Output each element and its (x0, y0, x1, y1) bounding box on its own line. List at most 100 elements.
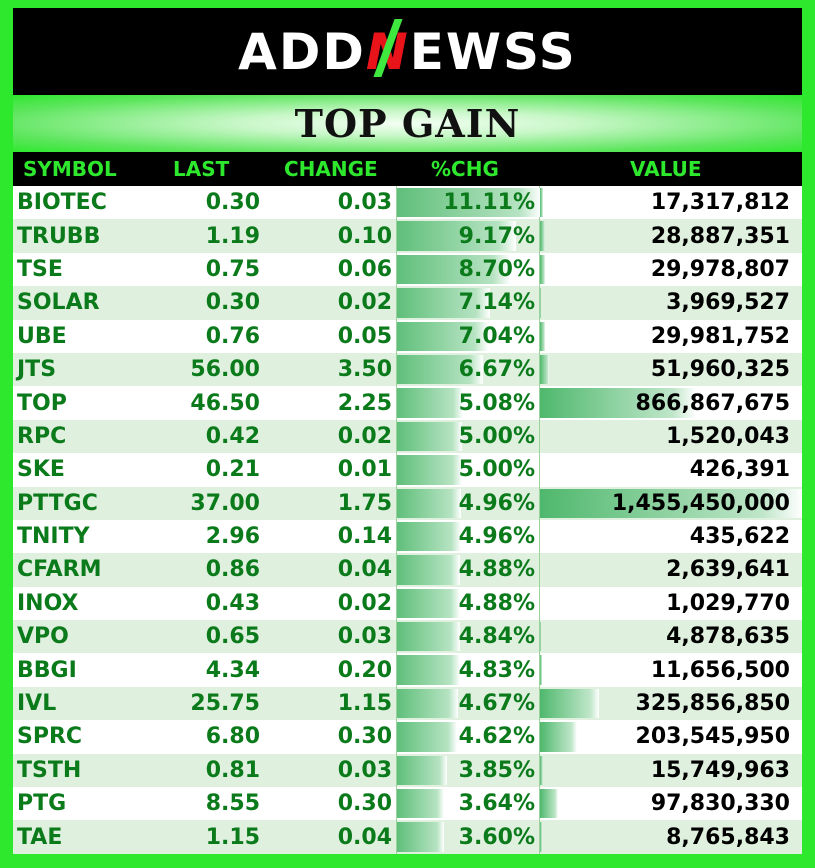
cell-value: 1,455,450,000 (540, 487, 802, 520)
cell-symbol: BBGI (17, 657, 77, 683)
value-bar (540, 354, 549, 385)
value-bar (540, 655, 542, 685)
pct-bar (397, 455, 462, 485)
pct-bar (397, 588, 460, 619)
table-row: SOLAR 0.30 0.02 7.14% 3,969,527 (13, 286, 802, 320)
cell-change: 0.30 (337, 724, 392, 750)
cell-last: 0.86 (205, 557, 260, 583)
cell-change: 0.02 (337, 290, 392, 316)
pct-text: 7.04% (458, 323, 535, 349)
cell-value: 426,391 (540, 453, 802, 486)
logo-part-3: EWSS (409, 22, 577, 81)
pct-bar (397, 822, 444, 852)
pct-bar (397, 688, 458, 719)
cell-value: 1,520,043 (540, 420, 802, 453)
value-bar (540, 755, 543, 786)
pct-bar (397, 789, 444, 819)
value-text: 29,978,807 (650, 256, 790, 282)
value-bar (540, 722, 577, 752)
pct-text: 4.88% (458, 557, 535, 583)
cell-symbol: TSE (17, 256, 63, 282)
value-text: 11,656,500 (650, 657, 790, 683)
cell-change: 3.50 (337, 357, 392, 383)
value-text: 3,969,527 (666, 290, 790, 316)
pct-bar (397, 622, 460, 652)
cell-symbol: TSTH (17, 757, 82, 783)
cell-change: 1.75 (337, 490, 392, 516)
header-pct-change: %CHG (431, 157, 499, 181)
cell-value: 17,317,812 (540, 186, 802, 219)
cell-change: 0.03 (337, 757, 392, 783)
table-header: SYMBOL LAST CHANGE %CHG VALUE (13, 152, 802, 186)
cell-value: 51,960,325 (540, 353, 802, 386)
value-text: 203,545,950 (635, 724, 790, 750)
pct-bar (397, 354, 483, 385)
cell-last: 4.34 (205, 657, 260, 683)
pct-bar (397, 254, 510, 285)
cell-last: 2.96 (205, 524, 260, 550)
table-row: TNITY 2.96 0.14 4.96% 435,622 (13, 519, 802, 554)
cell-change: 0.05 (337, 323, 392, 349)
cell-change: 0.04 (337, 824, 392, 850)
cell-pct-change: 8.70% (396, 252, 540, 287)
page-title: TOP GAIN (294, 101, 521, 146)
cell-last: 0.81 (205, 757, 260, 783)
cell-change: 0.04 (337, 557, 392, 583)
table-row: CFARM 0.86 0.04 4.88% 2,639,641 (13, 553, 802, 587)
value-text: 17,317,812 (650, 190, 790, 216)
value-text: 4,878,635 (666, 624, 790, 650)
cell-pct-change: 4.83% (396, 653, 540, 687)
value-text: 426,391 (689, 457, 790, 483)
pct-bar (397, 655, 460, 685)
cell-last: 0.21 (205, 457, 260, 483)
cell-last: 0.30 (205, 290, 260, 316)
table-row: INOX 0.43 0.02 4.88% 1,029,770 (13, 586, 802, 621)
cell-last: 56.00 (190, 357, 260, 383)
value-bar (540, 488, 802, 518)
cell-pct-change: 5.08% (396, 386, 540, 420)
gainers-table: SYMBOL LAST CHANGE %CHG VALUE BIOTEC 0.30… (13, 152, 802, 854)
table-row: UBE 0.76 0.05 7.04% 29,981,752 (13, 319, 802, 353)
value-text: 8,765,843 (666, 824, 790, 850)
table-row: TSE 0.75 0.06 8.70% 29,978,807 (13, 252, 802, 287)
cell-change: 0.01 (337, 457, 392, 483)
table-row: VPO 0.65 0.03 4.84% 4,878,635 (13, 620, 802, 654)
cell-value: 97,830,330 (540, 787, 802, 820)
cell-last: 8.55 (205, 791, 260, 817)
value-bar (540, 622, 541, 652)
value-text: 2,639,641 (666, 557, 790, 583)
header-change: CHANGE (284, 157, 378, 181)
pct-text: 8.70% (458, 256, 535, 282)
value-text: 28,887,351 (650, 223, 790, 249)
value-text: 51,960,325 (650, 357, 790, 383)
cell-last: 46.50 (190, 390, 260, 416)
table-row: TSTH 0.81 0.03 3.85% 15,749,963 (13, 753, 802, 788)
value-text: 866,867,675 (635, 390, 790, 416)
cell-value: 866,867,675 (540, 386, 802, 419)
pct-text: 3.85% (458, 757, 535, 783)
cell-change: 0.10 (337, 223, 392, 249)
value-bar (540, 188, 543, 218)
cell-symbol: SKE (17, 457, 65, 483)
pct-bar (397, 188, 541, 218)
value-bar (540, 288, 541, 318)
cell-symbol: VPO (17, 624, 69, 650)
cell-pct-change: 4.88% (396, 553, 540, 587)
cell-change: 0.06 (337, 256, 392, 282)
cell-change: 0.20 (337, 657, 392, 683)
table-row: JTS 56.00 3.50 6.67% 51,960,325 (13, 352, 802, 387)
cell-symbol: SPRC (17, 724, 83, 750)
value-bar (540, 688, 599, 719)
pct-text: 7.14% (458, 290, 535, 316)
cell-symbol: RPC (17, 423, 67, 449)
cell-value: 11,656,500 (540, 653, 802, 686)
table-row: IVL 25.75 1.15 4.67% 325,856,850 (13, 686, 802, 721)
table-row: BBGI 4.34 0.20 4.83% 11,656,500 (13, 653, 802, 687)
logo-part-1: ADD (238, 22, 366, 81)
cell-last: 0.75 (205, 256, 260, 282)
pct-bar (397, 555, 460, 585)
header-value: VALUE (630, 157, 702, 181)
pct-text: 3.64% (458, 791, 535, 817)
cell-last: 0.65 (205, 624, 260, 650)
table-row: PTG 8.55 0.30 3.64% 97,830,330 (13, 787, 802, 821)
